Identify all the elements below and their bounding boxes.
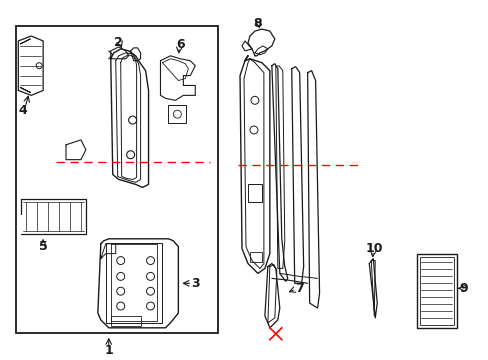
Bar [416,254,456,328]
Text: 4: 4 [19,104,28,117]
Text: 9: 9 [459,282,467,295]
Bar [247,184,262,202]
Bar [16,26,218,333]
Text: 3: 3 [191,277,199,290]
Bar [419,257,453,325]
Text: 2: 2 [114,36,123,49]
Text: 1: 1 [104,344,113,357]
Bar [168,105,186,123]
Text: 10: 10 [365,242,382,255]
Bar [249,252,262,262]
Text: 7: 7 [295,282,304,295]
Text: 8: 8 [253,17,262,30]
Text: 5: 5 [39,240,47,253]
Text: 6: 6 [176,39,184,51]
Bar [111,316,141,326]
